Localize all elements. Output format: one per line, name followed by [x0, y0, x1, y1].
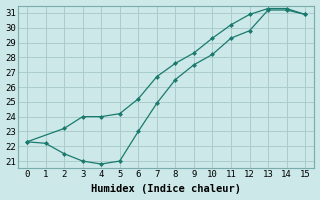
X-axis label: Humidex (Indice chaleur): Humidex (Indice chaleur)	[91, 184, 241, 194]
